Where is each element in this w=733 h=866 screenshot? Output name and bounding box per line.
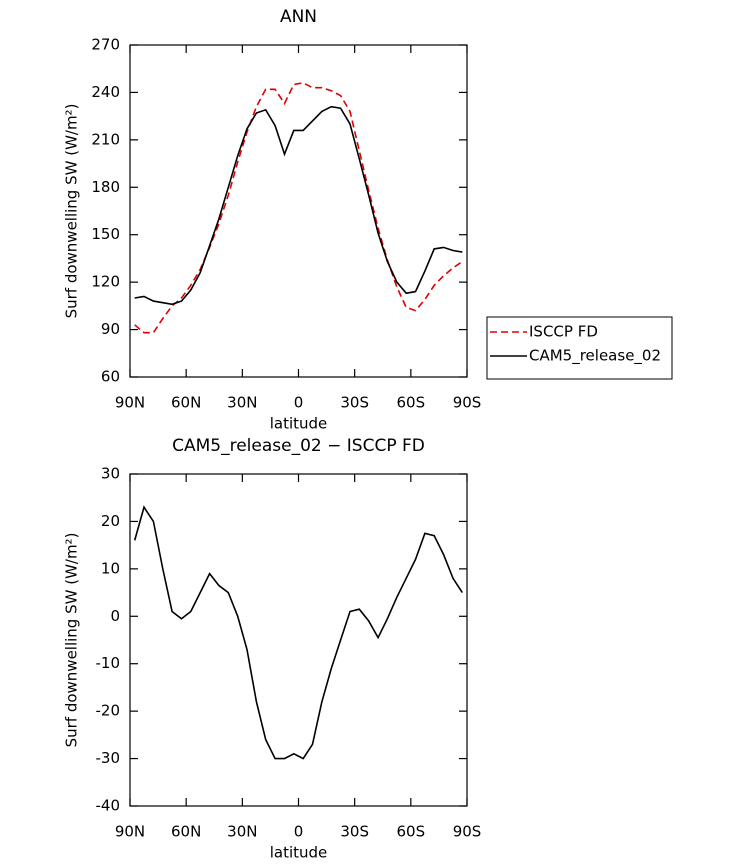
- y-axis-label: Surf downwelling SW (W/m²): [63, 533, 81, 748]
- x-tick-label: 60N: [171, 394, 201, 412]
- x-tick-label: 0: [294, 823, 304, 841]
- y-tick-label: -30: [96, 749, 121, 767]
- chart-title: ANN: [280, 7, 317, 27]
- y-axis-label: Surf downwelling SW (W/m²): [63, 104, 81, 319]
- chart-title: CAM5_release_02 − ISCCP FD: [172, 436, 425, 456]
- y-tick-label: 270: [91, 36, 120, 54]
- x-axis-label: latitude: [270, 415, 328, 433]
- x-tick-label: 30S: [340, 394, 369, 412]
- x-tick-label: 90S: [453, 823, 482, 841]
- y-tick-label: 20: [101, 512, 120, 530]
- x-tick-label: 90S: [453, 394, 482, 412]
- legend-box: [486, 316, 673, 380]
- data-line: [133, 505, 463, 760]
- y-tick-label: 10: [101, 559, 120, 577]
- data-line: [134, 82, 463, 334]
- y-tick-label: 0: [110, 607, 120, 625]
- data-line: [134, 105, 463, 306]
- y-tick-label: 90: [101, 320, 120, 338]
- x-tick-label: 30S: [340, 823, 369, 841]
- y-tick-label: 120: [91, 273, 120, 291]
- x-tick-label: 0: [294, 394, 304, 412]
- x-tick-label: 60S: [397, 394, 426, 412]
- y-tick-label: 240: [91, 83, 120, 101]
- x-axis-label: latitude: [270, 844, 328, 862]
- y-tick-label: 60: [101, 368, 120, 386]
- y-tick-label: 180: [91, 178, 120, 196]
- x-tick-label: 30N: [227, 394, 257, 412]
- y-tick-label: -20: [96, 702, 121, 720]
- x-tick-label: 90N: [115, 823, 145, 841]
- legend-label: CAM5_release_02: [529, 347, 661, 366]
- x-tick-label: 90N: [115, 394, 145, 412]
- y-tick-label: 210: [91, 130, 120, 148]
- x-tick-label: 60N: [171, 823, 201, 841]
- plot-frame: [129, 44, 468, 378]
- x-tick-label: 60S: [397, 823, 426, 841]
- legend-label: ISCCP FD: [529, 323, 598, 341]
- y-tick-label: -40: [96, 797, 121, 815]
- y-tick-label: 150: [91, 225, 120, 243]
- y-tick-label: 30: [101, 465, 120, 483]
- y-tick-label: -10: [96, 654, 121, 672]
- x-tick-label: 30N: [227, 823, 257, 841]
